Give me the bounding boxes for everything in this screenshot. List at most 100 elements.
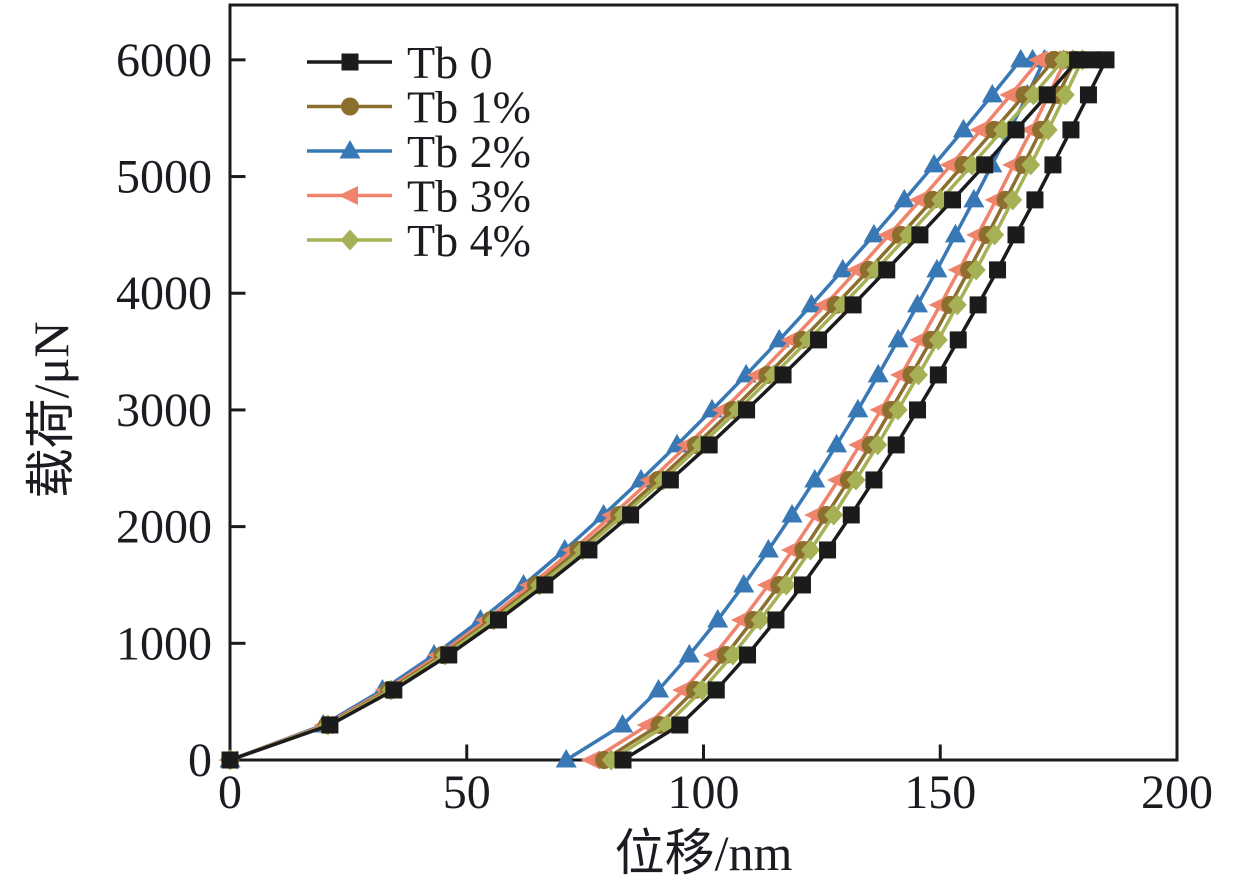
series-marker-triangle-left	[672, 680, 692, 700]
series-marker-square	[1069, 51, 1087, 69]
series-marker-triangle-up	[923, 153, 945, 173]
legend-marker-circle	[341, 97, 359, 116]
series-marker-square	[1097, 51, 1115, 69]
series-marker-triangle-up	[781, 503, 803, 523]
series-marker-square	[844, 296, 862, 314]
series-marker-triangle-up	[555, 749, 577, 768]
series-marker-square	[1079, 86, 1097, 104]
series-marker-square	[911, 226, 929, 244]
series-marker-square	[810, 331, 828, 349]
series-marker-triangle-left	[939, 155, 960, 175]
series-marker-square	[878, 261, 896, 279]
x-axis-title: 位移/nm	[615, 825, 793, 881]
series-marker-triangle-up	[863, 223, 885, 243]
series-marker-diamond	[1055, 84, 1075, 106]
series-marker-diamond	[888, 399, 908, 421]
series-marker-square	[793, 576, 811, 594]
series-marker-diamond	[966, 259, 986, 281]
series-marker-diamond	[928, 329, 948, 351]
series-marker-diamond	[985, 224, 1005, 246]
series-marker-triangle-up	[944, 223, 966, 243]
series-marker-square	[700, 436, 718, 454]
series-marker-square	[887, 436, 905, 454]
y-tick-label-5000: 5000	[116, 151, 212, 204]
series-marker-diamond	[868, 434, 888, 456]
y-axis-title: 载荷/μN	[23, 322, 79, 499]
legend-item-tb-3: Tb 3%	[307, 171, 531, 222]
series-marker-triangle-left	[804, 505, 824, 525]
y-tick-label-1000: 1000	[116, 617, 212, 670]
series-marker-diamond	[1038, 119, 1058, 141]
x-tick-label-200: 200	[1141, 766, 1213, 819]
series-marker-square	[774, 366, 792, 384]
series-marker-square	[989, 261, 1007, 279]
series-marker-square	[580, 541, 598, 559]
series-marker-square	[949, 331, 967, 349]
series-marker-triangle-up	[701, 398, 723, 418]
legend-label: Tb 4%	[407, 215, 531, 266]
series-tb-0	[221, 51, 1115, 769]
series-marker-square	[1007, 226, 1025, 244]
series-marker-square	[944, 191, 962, 209]
series-marker-triangle-up	[926, 258, 948, 278]
legend-label: Tb 1%	[407, 82, 531, 133]
series-marker-square	[819, 541, 837, 559]
series-marker-triangle-left	[580, 750, 601, 770]
series-marker-square	[738, 401, 756, 419]
series-marker-triangle-up	[847, 398, 869, 418]
series-marker-triangle-up	[804, 468, 826, 488]
y-tick-label-4000: 4000	[116, 267, 212, 320]
series-marker-diamond	[824, 504, 844, 526]
series-marker-triangle-up	[768, 328, 790, 348]
series-marker-triangle-left	[908, 190, 929, 210]
legend-item-tb-1: Tb 1%	[307, 82, 531, 133]
series-marker-square	[1062, 121, 1080, 139]
series-marker-triangle-up	[678, 643, 700, 663]
legend-marker-diamond	[340, 229, 360, 251]
y-tick-label-0: 0	[188, 734, 212, 787]
series-marker-square	[1083, 51, 1101, 69]
legend-marker-triangle-up	[339, 140, 361, 159]
series-marker-diamond	[776, 574, 796, 596]
series-marker-triangle-up	[735, 363, 757, 383]
series-marker-square	[536, 576, 554, 594]
series-marker-square	[969, 296, 987, 314]
legend-marker-triangle-left	[338, 186, 358, 205]
series-marker-square	[929, 366, 947, 384]
series-marker-square	[671, 716, 689, 734]
series-marker-diamond	[993, 119, 1013, 141]
legend-item-tb-0: Tb 0	[307, 37, 493, 88]
y-tick-label-2000: 2000	[116, 501, 212, 554]
legend-marker-square	[341, 53, 359, 71]
x-tick-label-0: 0	[218, 766, 242, 819]
series-marker-triangle-left	[999, 85, 1019, 105]
series-marker-triangle-up	[981, 83, 1003, 103]
series-marker-triangle-up	[893, 188, 915, 208]
series-marker-square	[622, 506, 640, 524]
series-marker-square	[1026, 191, 1044, 209]
series-marker-triangle-up	[832, 258, 854, 278]
series-marker-square	[614, 751, 632, 769]
series-marker-triangle-up	[612, 713, 634, 733]
series-marker-triangle-up	[952, 118, 974, 138]
series-marker-triangle-up	[666, 433, 688, 453]
series-marker-diamond	[723, 644, 743, 666]
series-marker-square	[385, 681, 403, 699]
series-marker-diamond	[750, 609, 770, 631]
series-marker-diamond	[1003, 189, 1023, 211]
y-tick-label-3000: 3000	[116, 384, 212, 437]
series-marker-square	[739, 646, 757, 664]
series-marker-square	[707, 681, 725, 699]
x-tick-label-50: 50	[443, 766, 491, 819]
series-marker-square	[221, 751, 239, 769]
series-marker-triangle-up	[826, 433, 848, 453]
series-marker-triangle-left	[848, 435, 868, 455]
series-marker-triangle-up	[757, 538, 779, 558]
series-marker-square	[909, 401, 927, 419]
legend-label: Tb 3%	[407, 171, 531, 222]
series-marker-triangle-left	[845, 260, 866, 280]
series-marker-triangle-left	[730, 610, 751, 630]
legend-item-tb-2: Tb 2%	[307, 126, 531, 177]
